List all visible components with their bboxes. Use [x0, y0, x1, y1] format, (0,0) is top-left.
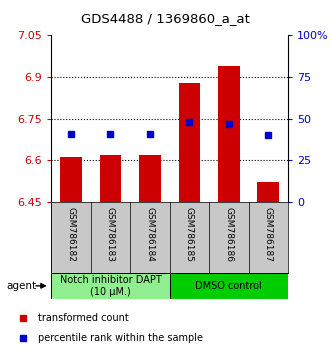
Text: GSM786184: GSM786184 — [145, 207, 155, 262]
Bar — [169, 273, 288, 299]
Bar — [258, 182, 279, 202]
Text: transformed count: transformed count — [38, 313, 129, 323]
Text: GDS4488 / 1369860_a_at: GDS4488 / 1369860_a_at — [81, 12, 250, 25]
Text: GSM786187: GSM786187 — [264, 207, 273, 262]
Text: percentile rank within the sample: percentile rank within the sample — [38, 333, 203, 343]
Text: GSM786183: GSM786183 — [106, 207, 115, 262]
Text: Notch inhibitor DAPT
(10 μM.): Notch inhibitor DAPT (10 μM.) — [60, 275, 161, 297]
Text: agent: agent — [7, 281, 37, 291]
Text: GSM786185: GSM786185 — [185, 207, 194, 262]
Bar — [178, 82, 200, 202]
Text: GSM786182: GSM786182 — [67, 207, 75, 262]
Text: GSM786186: GSM786186 — [224, 207, 233, 262]
Bar — [60, 158, 82, 202]
Text: DMSO control: DMSO control — [195, 281, 262, 291]
Bar — [139, 155, 161, 202]
Bar — [218, 66, 240, 202]
Bar — [51, 273, 169, 299]
Bar — [100, 155, 121, 202]
